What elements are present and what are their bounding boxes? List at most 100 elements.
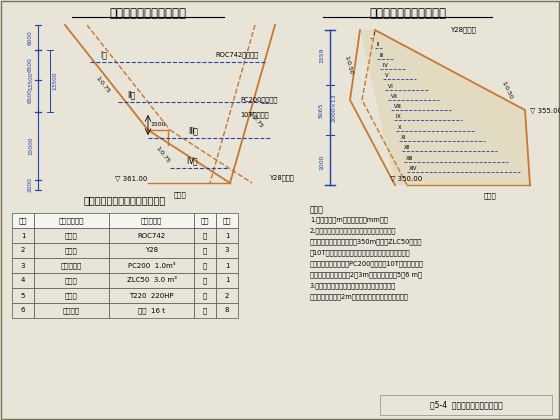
Text: ⅩⅢ: ⅩⅢ xyxy=(407,156,413,161)
Bar xyxy=(34,288,109,303)
Bar xyxy=(34,213,109,228)
Bar xyxy=(216,258,238,273)
Text: Ⅴ: Ⅴ xyxy=(385,73,389,78)
Bar xyxy=(194,258,216,273)
Text: ；浅乳梯段高度一般为2～3m，深孔梯段高度5～6 m。: ；浅乳梯段高度一般为2～3m，深孔梯段高度5～6 m。 xyxy=(310,271,422,278)
Text: 图5-4  进口明挖分层施工方法图: 图5-4 进口明挖分层施工方法图 xyxy=(430,401,502,410)
Bar xyxy=(194,228,216,243)
Text: 5065: 5065 xyxy=(319,102,324,118)
Bar xyxy=(34,243,109,258)
Text: 3: 3 xyxy=(21,262,25,268)
Text: 2: 2 xyxy=(225,292,229,299)
Text: 1: 1 xyxy=(21,233,25,239)
Text: 13500: 13500 xyxy=(52,72,57,90)
Text: 2: 2 xyxy=(21,247,25,254)
Bar xyxy=(109,228,194,243)
Text: Y28手风钻: Y28手风钻 xyxy=(270,175,295,181)
Polygon shape xyxy=(360,30,530,185)
Bar xyxy=(194,303,216,318)
Text: 保护层: 保护层 xyxy=(174,191,186,197)
Text: Ⅷ: Ⅷ xyxy=(393,104,400,109)
Text: 1.图中高程以m是计，尺寸以mm计。: 1.图中高程以m是计，尺寸以mm计。 xyxy=(310,216,388,223)
Bar xyxy=(216,243,238,258)
Bar xyxy=(194,243,216,258)
Text: 6500: 6500 xyxy=(28,89,33,103)
Text: 台: 台 xyxy=(203,292,207,299)
Text: 5: 5 xyxy=(21,292,25,299)
Text: 6000: 6000 xyxy=(28,30,33,45)
Text: 推土机: 推土机 xyxy=(65,292,78,299)
Text: 3.开挖过程中，除作好工作面的排水外，避开挖: 3.开挖过程中，除作好工作面的排水外，避开挖 xyxy=(310,282,396,289)
Text: 台: 台 xyxy=(203,277,207,284)
Bar xyxy=(194,213,216,228)
Bar xyxy=(216,213,238,228)
Bar xyxy=(12,243,34,258)
Bar xyxy=(380,395,552,415)
Text: 1:0.50: 1:0.50 xyxy=(343,55,353,75)
Bar xyxy=(12,273,34,288)
Text: 1: 1 xyxy=(225,278,229,284)
Text: 1: 1 xyxy=(225,233,229,239)
Text: Ⅶ: Ⅶ xyxy=(390,94,396,99)
Text: 型号、规格: 型号、规格 xyxy=(141,217,162,224)
Text: ROC742液压钻机: ROC742液压钻机 xyxy=(215,52,258,58)
Text: 辆: 辆 xyxy=(203,307,207,314)
Text: ROC742: ROC742 xyxy=(137,233,166,239)
Bar xyxy=(216,228,238,243)
Text: 手风钻: 手风钻 xyxy=(65,247,78,254)
Text: 8: 8 xyxy=(225,307,229,313)
Text: 13500: 13500 xyxy=(28,72,33,90)
Text: 数量: 数量 xyxy=(223,217,231,224)
Text: ⅩⅠ: ⅩⅠ xyxy=(401,135,406,140)
Bar xyxy=(12,213,34,228)
Text: 装10T自卸汽车出碴；进口明挖采用边坡预裂、深孔梯: 装10T自卸汽车出碴；进口明挖采用边坡预裂、深孔梯 xyxy=(310,249,410,256)
Text: 液压钻: 液压钻 xyxy=(65,232,78,239)
Text: 1:0.50: 1:0.50 xyxy=(500,80,513,100)
Text: 台: 台 xyxy=(203,232,207,239)
Text: 1000: 1000 xyxy=(319,155,324,170)
Text: Ⅲ: Ⅲ xyxy=(379,52,383,58)
Bar xyxy=(12,228,34,243)
Text: Ⅸ: Ⅸ xyxy=(395,115,400,119)
Text: 10T自卸汽车: 10T自卸汽车 xyxy=(240,112,268,118)
Text: 台: 台 xyxy=(203,247,207,254)
Text: 土石方明挖主要施工机械设备表: 土石方明挖主要施工机械设备表 xyxy=(84,195,166,205)
Bar xyxy=(34,273,109,288)
Bar xyxy=(109,213,194,228)
Bar xyxy=(12,258,34,273)
Text: 东方  16 t: 东方 16 t xyxy=(138,307,165,314)
Bar xyxy=(216,303,238,318)
Text: Y28手风钻: Y28手风钻 xyxy=(450,27,476,33)
Text: ▽ 355.00: ▽ 355.00 xyxy=(530,107,560,113)
Text: ▽ 361.00: ▽ 361.00 xyxy=(115,175,147,181)
Text: 说明：: 说明： xyxy=(310,205,324,214)
Text: 爆破，开通用装土机翻积至350m平台，ZLC50装载机: 爆破，开通用装土机翻积至350m平台，ZLC50装载机 xyxy=(310,238,422,244)
Text: PC200  1.0m³: PC200 1.0m³ xyxy=(128,262,175,268)
Text: Ⅵ: Ⅵ xyxy=(388,84,392,89)
Text: Ⅳ层: Ⅳ层 xyxy=(186,156,198,165)
Text: Ⅹ: Ⅹ xyxy=(398,125,402,130)
Bar xyxy=(109,243,194,258)
Text: 液压反铲机: 液压反铲机 xyxy=(61,262,82,269)
Text: Ⅱ层: Ⅱ层 xyxy=(127,90,136,99)
Text: T220  220HP: T220 220HP xyxy=(129,292,174,299)
Bar xyxy=(194,288,216,303)
Text: 1:0.75: 1:0.75 xyxy=(248,111,264,129)
Text: 单位: 单位 xyxy=(200,217,209,224)
Bar xyxy=(109,258,194,273)
Text: PC200液压反铲: PC200液压反铲 xyxy=(240,97,277,103)
Text: 1:0.75: 1:0.75 xyxy=(155,146,171,164)
Text: 台: 台 xyxy=(203,262,207,269)
Text: 地面开口线外侧的2m距离设置截水沟拦截地表汇流。: 地面开口线外侧的2m距离设置截水沟拦截地表汇流。 xyxy=(310,293,409,299)
Text: 2000: 2000 xyxy=(28,178,33,192)
Text: ▽ 350.00: ▽ 350.00 xyxy=(390,175,422,181)
Text: 序号: 序号 xyxy=(18,217,27,224)
Bar xyxy=(216,273,238,288)
Bar xyxy=(216,288,238,303)
Bar xyxy=(194,273,216,288)
Bar xyxy=(109,273,194,288)
Text: 保护层: 保护层 xyxy=(484,192,496,199)
Text: 装载机: 装载机 xyxy=(65,277,78,284)
Text: ⅩⅣ: ⅩⅣ xyxy=(409,166,417,171)
Text: 6500: 6500 xyxy=(28,58,33,72)
